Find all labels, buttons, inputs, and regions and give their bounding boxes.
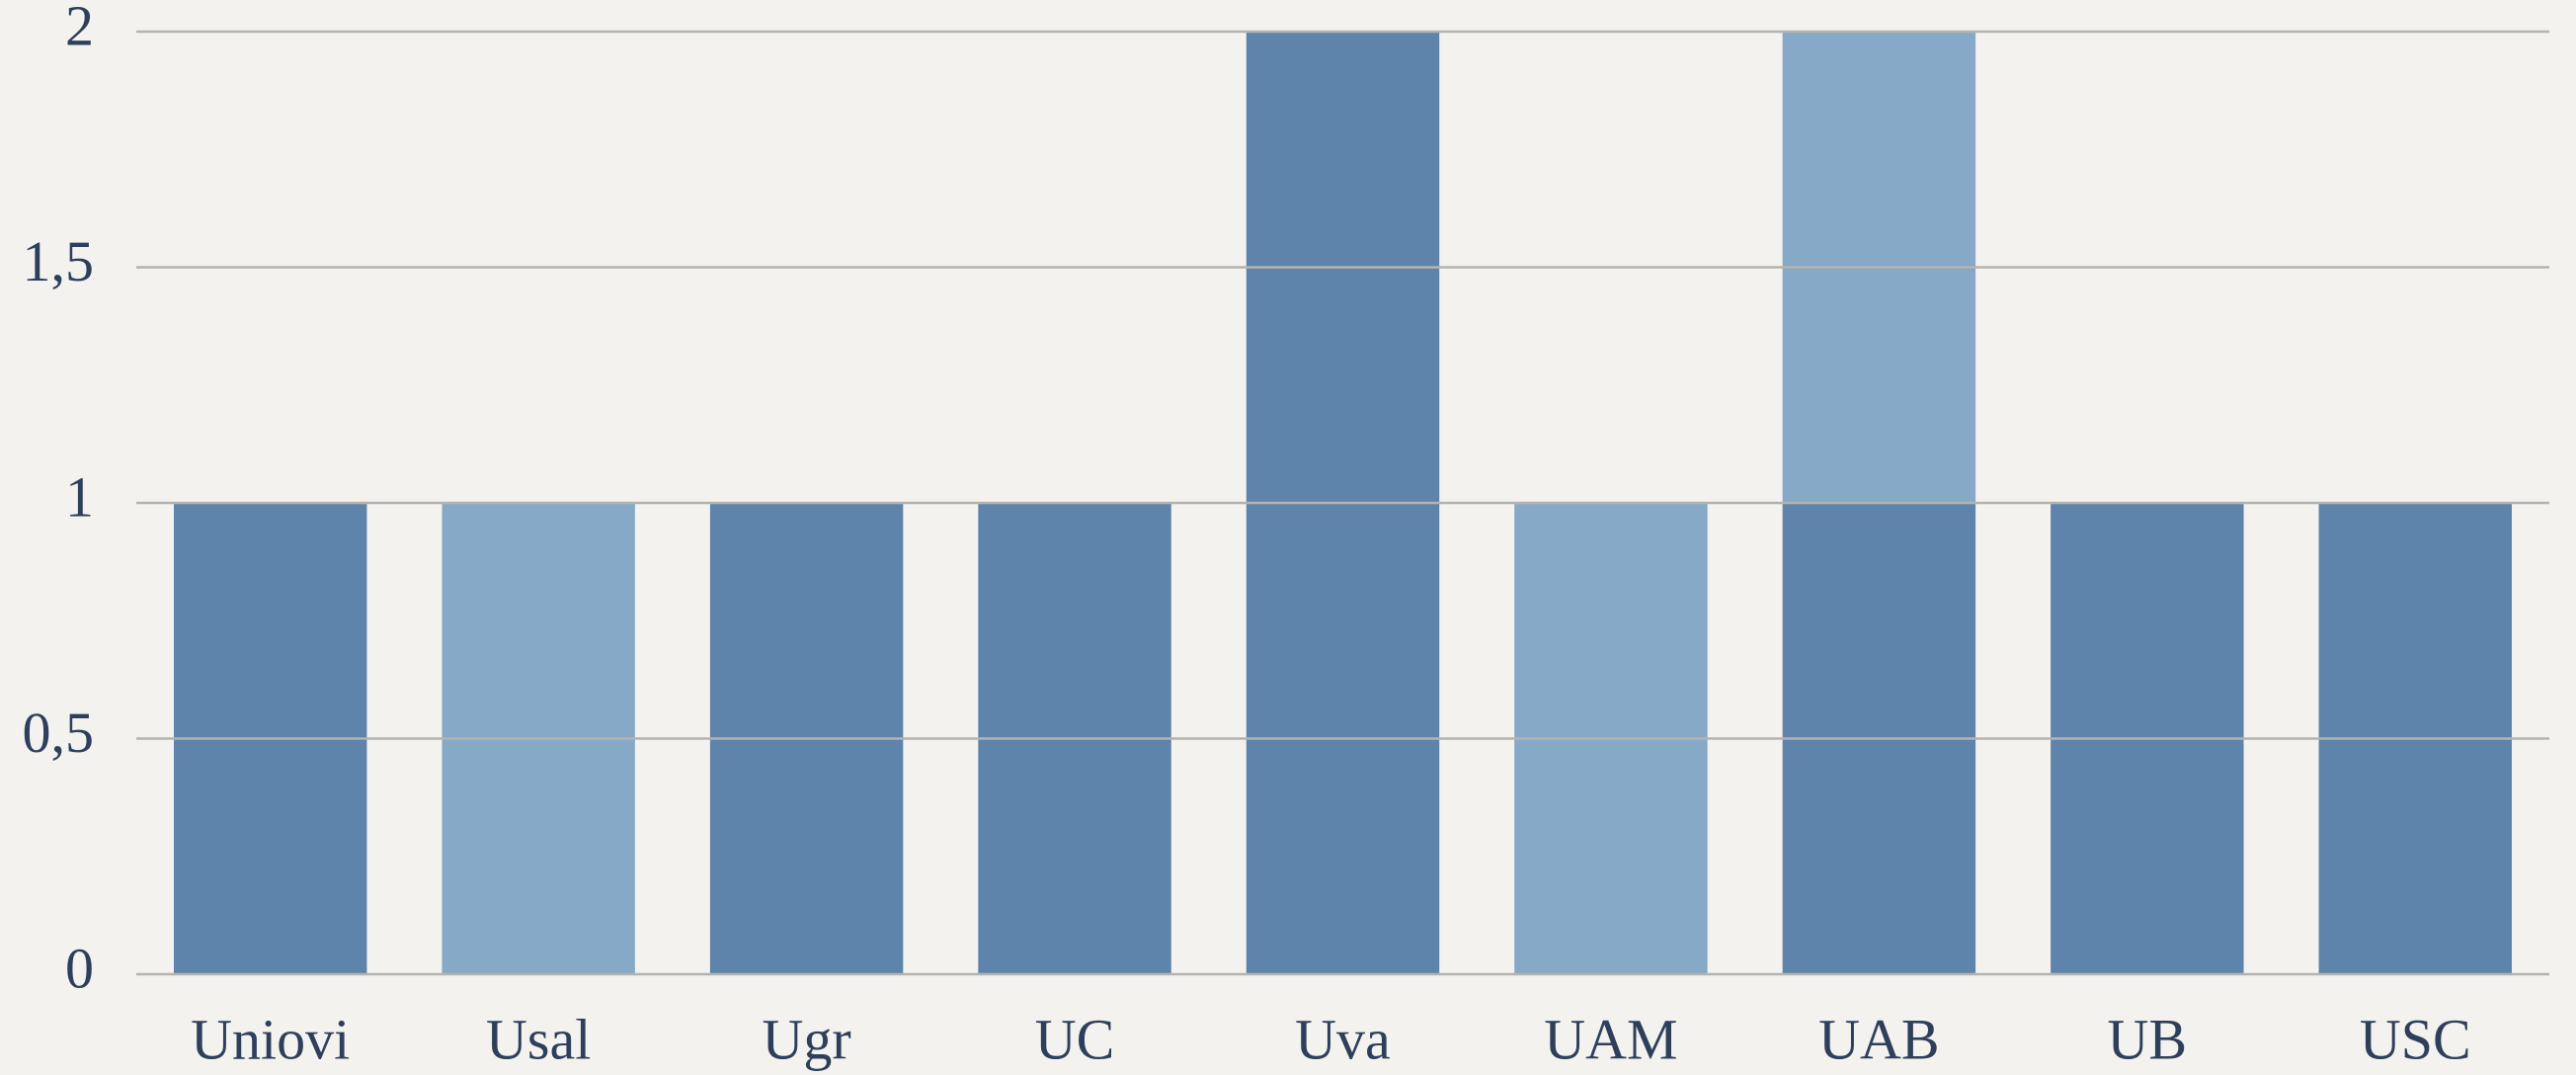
x-tick-label: Usal [486,1007,591,1071]
x-tick-label: UC [1035,1007,1115,1071]
x-tick-label: USC [2360,1007,2471,1071]
y-tick-label: 0,5 [23,701,95,765]
x-tick-label: Uva [1295,1007,1391,1071]
x-tick-label: Uniovi [191,1007,350,1071]
x-tick-label: UAM [1544,1007,1677,1071]
y-tick-label: 0 [65,936,94,1000]
y-tick-label: 2 [65,0,94,57]
x-tick-label: Ugr [763,1007,851,1071]
x-tick-label: UB [2108,1007,2188,1071]
x-tick-label: UAB [1818,1007,1939,1071]
y-tick-label: 1,5 [23,229,95,293]
y-tick-label: 1 [65,464,94,529]
